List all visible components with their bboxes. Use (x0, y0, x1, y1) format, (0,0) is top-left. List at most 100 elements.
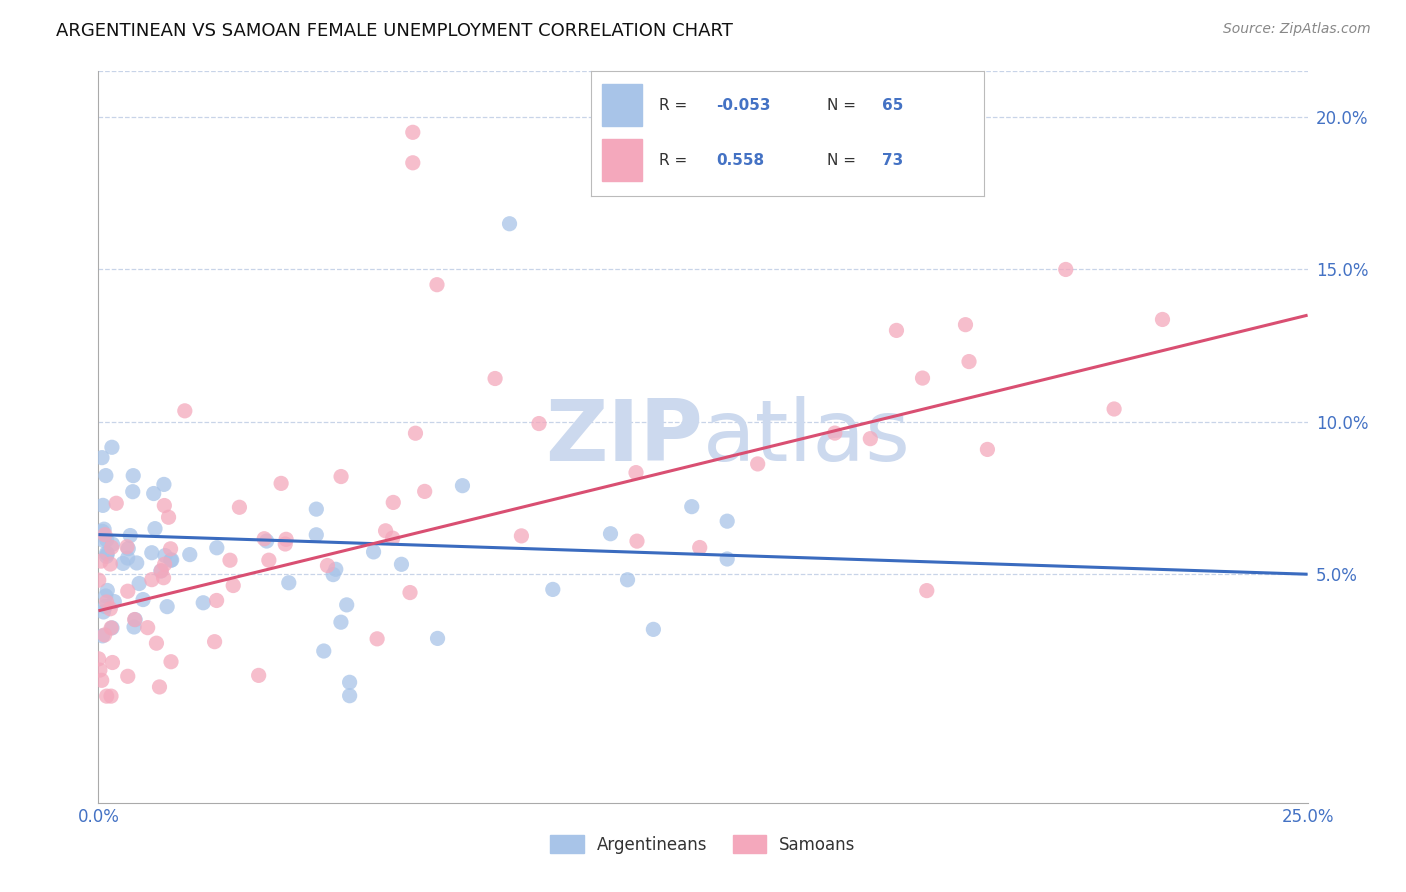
Text: Source: ZipAtlas.com: Source: ZipAtlas.com (1223, 22, 1371, 37)
Point (325, 562, 347, 576)
Point (96, 547, 118, 561)
Point (120, 528, 142, 542)
Point (404, 426, 426, 441)
Point (716, 514, 738, 528)
Point (90, 554, 112, 568)
Point (510, 529, 533, 543)
Point (101, 440, 124, 454)
Bar (602, 139, 641, 181)
Point (94, 468, 117, 483)
Point (122, 620, 145, 634)
Point (152, 571, 174, 585)
Point (98, 557, 121, 571)
Point (93, 628, 115, 642)
Point (886, 323, 908, 337)
Point (391, 558, 413, 572)
Point (339, 689, 361, 703)
Point (145, 636, 167, 650)
Point (955, 318, 977, 332)
Point (824, 426, 846, 441)
Point (125, 556, 148, 570)
Point (98, 601, 121, 615)
Point (274, 533, 297, 547)
Point (270, 476, 292, 491)
Point (915, 583, 938, 598)
Text: 73: 73 (882, 153, 903, 168)
Text: N =: N = (827, 153, 860, 168)
Bar (602, 84, 641, 127)
Point (101, 656, 124, 670)
Point (253, 532, 276, 546)
Point (150, 564, 173, 578)
Point (681, 500, 703, 514)
Point (1152, 312, 1174, 326)
Text: ARGENTINEAN VS SAMOAN FEMALE UNEMPLOYMENT CORRELATION CHART: ARGENTINEAN VS SAMOAN FEMALE UNEMPLOYMEN… (56, 22, 733, 40)
Text: -0.053: -0.053 (717, 97, 770, 112)
Point (90, 673, 112, 688)
Point (336, 598, 359, 612)
Point (103, 594, 125, 608)
Point (382, 495, 405, 509)
Point (205, 541, 228, 555)
Point (277, 575, 299, 590)
Point (219, 553, 242, 567)
Point (859, 432, 882, 446)
Point (339, 675, 361, 690)
Point (160, 655, 183, 669)
Point (153, 499, 176, 513)
Point (624, 466, 647, 480)
Point (228, 500, 250, 515)
Point (115, 540, 138, 554)
Point (911, 371, 934, 385)
Point (498, 217, 520, 231)
Point (101, 621, 124, 635)
Point (374, 524, 396, 538)
Point (143, 522, 166, 536)
Point (117, 669, 139, 683)
Point (117, 551, 139, 566)
Text: 65: 65 (882, 97, 903, 112)
Point (122, 468, 145, 483)
Legend: Argentineans, Samoans: Argentineans, Samoans (544, 829, 862, 860)
Point (329, 615, 352, 630)
Point (96, 546, 118, 560)
Point (316, 558, 339, 573)
Point (117, 541, 139, 556)
Point (105, 496, 128, 510)
Point (124, 613, 146, 627)
Text: atlas: atlas (703, 395, 911, 479)
Point (305, 528, 328, 542)
Point (94, 599, 117, 614)
Point (256, 534, 278, 549)
Point (124, 613, 146, 627)
Text: 0.558: 0.558 (717, 153, 765, 168)
Point (112, 557, 135, 571)
Point (153, 549, 176, 563)
Point (247, 668, 270, 682)
Point (484, 371, 506, 385)
Point (100, 621, 122, 635)
Point (160, 553, 183, 567)
Point (312, 644, 335, 658)
Text: R =: R = (659, 153, 693, 168)
Point (93, 522, 115, 536)
Point (159, 541, 181, 556)
Point (274, 537, 297, 551)
Point (381, 531, 404, 545)
Point (305, 502, 328, 516)
Point (100, 689, 122, 703)
Point (149, 564, 172, 578)
Point (100, 541, 122, 555)
Point (747, 457, 769, 471)
Point (96, 689, 118, 703)
Point (153, 558, 176, 572)
Point (96, 549, 118, 564)
Point (87, 573, 110, 587)
Point (426, 632, 449, 646)
Point (142, 486, 165, 500)
Point (136, 621, 159, 635)
Point (94, 527, 117, 541)
Point (643, 623, 665, 637)
Point (179, 548, 201, 562)
Point (541, 582, 564, 597)
